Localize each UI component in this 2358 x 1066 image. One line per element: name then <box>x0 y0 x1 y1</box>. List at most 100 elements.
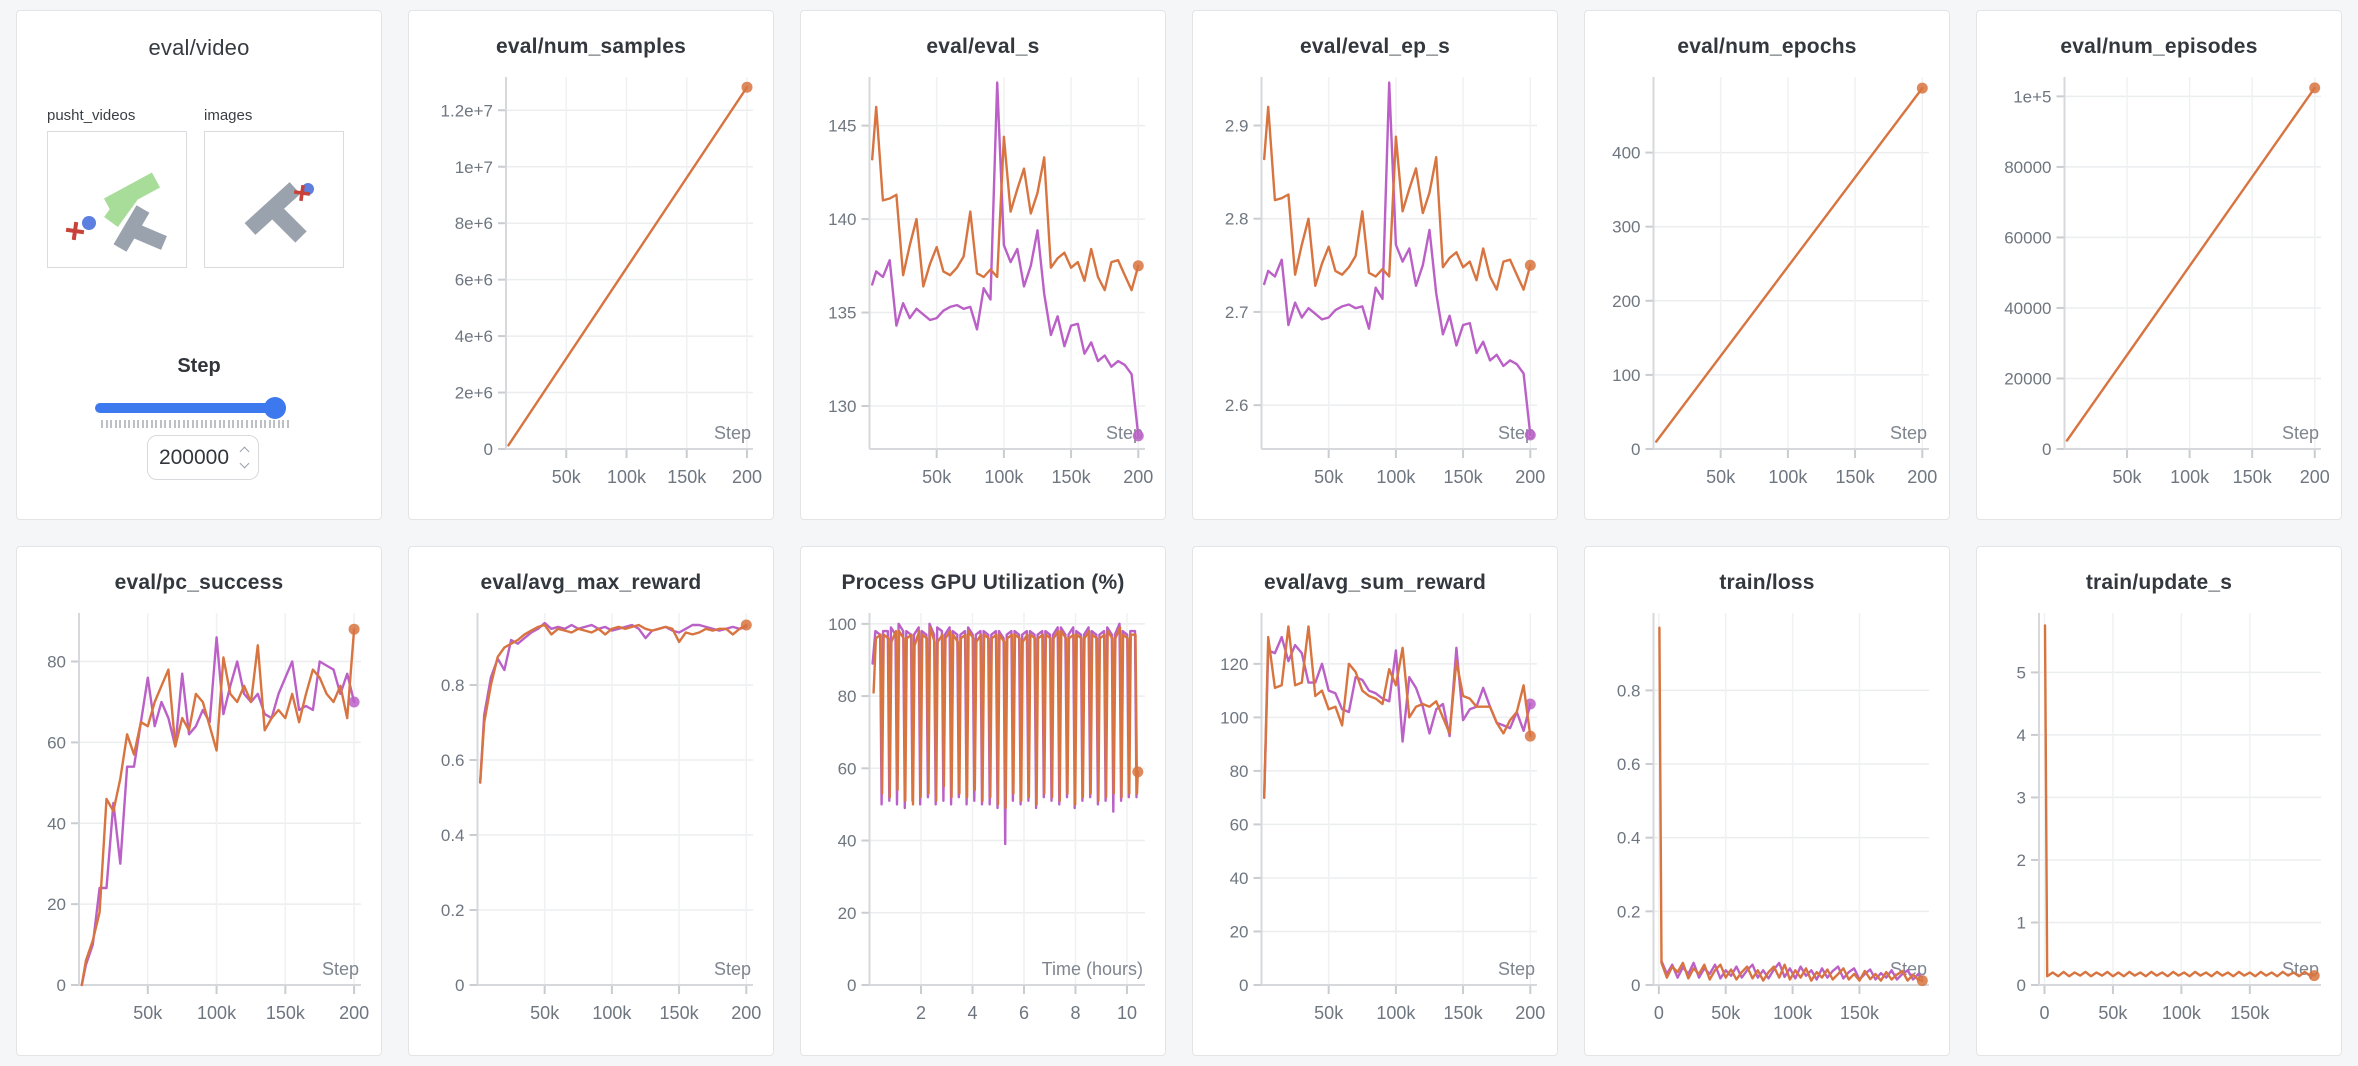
svg-text:40000: 40000 <box>2004 299 2051 318</box>
svg-text:50k: 50k <box>2098 1003 2128 1023</box>
chart-panel[interactable]: eval/avg_sum_reward 0 20 40 60 80 100 120 50k 10… <box>1192 546 1558 1056</box>
svg-text:8: 8 <box>1070 1003 1080 1023</box>
svg-text:Step: Step <box>714 959 751 979</box>
svg-text:100: 100 <box>1220 708 1248 727</box>
svg-text:1.2e+7: 1.2e+7 <box>441 101 493 120</box>
svg-text:Step: Step <box>714 423 751 443</box>
svg-text:0: 0 <box>484 440 493 459</box>
chart-panel[interactable]: eval/avg_max_reward 0 0.2 0.4 0.6 0.8 50k 100k… <box>408 546 774 1056</box>
svg-text:50k: 50k <box>922 467 952 487</box>
video-caption: pusht_videos <box>47 107 136 124</box>
goal-cross-icon <box>293 184 311 202</box>
chart-canvas: 0 20 40 60 80 100 2 4 6 8 10 Time (hours) <box>828 613 1145 1023</box>
svg-text:100k: 100k <box>607 467 647 487</box>
svg-text:200: 200 <box>731 1003 761 1023</box>
svg-text:0: 0 <box>2017 976 2026 995</box>
step-slider-tickmarks <box>101 420 289 428</box>
svg-text:2: 2 <box>916 1003 926 1023</box>
svg-text:0: 0 <box>1654 1003 1664 1023</box>
svg-text:50k: 50k <box>1711 1003 1741 1023</box>
chart-canvas: 0 20 40 60 80 100 120 50k 100k 150k 200 Step <box>1220 613 1545 1023</box>
chart-canvas: 0 2e+6 4e+6 6e+6 8e+6 1e+7 1.2e+7 50k 100k 150k 20… <box>441 77 762 487</box>
svg-text:100k: 100k <box>984 467 1024 487</box>
chart-canvas: 0 20000 40000 60000 80000 1e+5 50k 100k 150k 200 S… <box>2004 77 2330 487</box>
svg-text:0.6: 0.6 <box>1617 755 1641 774</box>
chart-panel[interactable]: eval/num_epochs 0 100 200 300 400 50k 100k 150k… <box>1584 10 1950 520</box>
chart-title: eval/avg_sum_reward <box>1263 571 1487 594</box>
svg-text:6: 6 <box>1019 1003 1029 1023</box>
svg-text:80: 80 <box>838 687 857 706</box>
media-panel-title: eval/video <box>148 35 250 60</box>
stepper-buttons <box>239 444 250 471</box>
svg-text:150k: 150k <box>1840 1003 1880 1023</box>
chart-panel[interactable]: eval/num_episodes 0 20000 40000 60000 80000 1… <box>1976 10 2342 520</box>
svg-text:Step: Step <box>1498 959 1535 979</box>
svg-text:0.6: 0.6 <box>441 751 465 770</box>
agent-dot <box>82 216 96 230</box>
svg-text:120: 120 <box>1220 655 1248 674</box>
svg-text:100k: 100k <box>1376 467 1416 487</box>
chart-panel[interactable]: train/loss 0 0.2 0.4 0.6 0.8 0 50k 100k 150k Step <box>1584 546 1950 1056</box>
svg-text:150k: 150k <box>2230 1003 2270 1023</box>
svg-text:135: 135 <box>828 304 856 323</box>
goal-cross-icon <box>65 221 85 241</box>
chart-panel[interactable]: eval/eval_s 130 135 140 145 50k 100k 150k 200 St… <box>800 10 1166 520</box>
svg-text:2.6: 2.6 <box>1225 396 1249 415</box>
svg-text:150k: 150k <box>1444 1003 1484 1023</box>
increment-chevron-icon[interactable] <box>239 446 250 457</box>
svg-text:50k: 50k <box>552 467 582 487</box>
step-number-input[interactable]: 200000 <box>147 435 259 480</box>
svg-text:40: 40 <box>838 832 857 851</box>
step-slider-label: Step <box>177 355 221 377</box>
chart-title: train/loss <box>1719 571 1815 594</box>
media-panel-eval-video[interactable]: eval/video pusht_videos images <box>16 10 382 520</box>
svg-text:0.2: 0.2 <box>1617 902 1641 921</box>
video-thumbnail-pusht[interactable] <box>47 131 187 268</box>
chart-title: eval/num_samples <box>496 35 686 58</box>
svg-text:80: 80 <box>1230 762 1249 781</box>
chart-canvas: 0 20 40 60 80 50k 100k 150k 200 Step <box>47 613 369 1023</box>
svg-text:0: 0 <box>1239 976 1248 995</box>
svg-text:Time (hours): Time (hours) <box>1042 959 1143 979</box>
decrement-chevron-icon[interactable] <box>239 458 250 469</box>
chart-title: train/update_s <box>2085 571 2233 594</box>
svg-text:100k: 100k <box>1376 1003 1416 1023</box>
svg-text:100: 100 <box>828 615 856 634</box>
chart-panel[interactable]: train/update_s 0 1 2 3 4 5 0 50k 100k 150k Step <box>1976 546 2342 1056</box>
svg-text:40: 40 <box>1230 869 1249 888</box>
svg-text:40: 40 <box>47 814 66 833</box>
svg-text:0: 0 <box>1631 976 1640 995</box>
svg-text:6e+6: 6e+6 <box>455 271 493 290</box>
svg-text:4: 4 <box>967 1003 977 1023</box>
svg-text:2: 2 <box>2017 851 2026 870</box>
svg-text:4e+6: 4e+6 <box>455 327 493 346</box>
svg-text:50k: 50k <box>133 1003 163 1023</box>
svg-text:2.7: 2.7 <box>1225 303 1249 322</box>
svg-text:3: 3 <box>2017 788 2026 807</box>
svg-text:80: 80 <box>47 653 66 672</box>
step-slider-track[interactable] <box>95 403 277 413</box>
svg-text:50k: 50k <box>530 1003 560 1023</box>
svg-text:0.4: 0.4 <box>441 826 465 845</box>
svg-text:2.9: 2.9 <box>1225 116 1249 135</box>
chart-canvas: 0 0.2 0.4 0.6 0.8 50k 100k 150k 200 Step <box>441 613 761 1023</box>
step-slider-thumb[interactable] <box>264 397 286 419</box>
chart-panel[interactable]: eval/eval_ep_s 2.6 2.7 2.8 2.9 50k 100k 150k 20… <box>1192 10 1558 520</box>
svg-text:200: 200 <box>339 1003 369 1023</box>
svg-text:150k: 150k <box>660 1003 700 1023</box>
svg-text:Step: Step <box>1890 423 1927 443</box>
svg-text:200: 200 <box>1612 292 1640 311</box>
chart-panel[interactable]: eval/pc_success 0 20 40 60 80 50k 100k 150k 200 S… <box>16 546 382 1056</box>
svg-text:50k: 50k <box>1314 467 1344 487</box>
video-thumbnail-images[interactable] <box>204 131 344 268</box>
chart-panel[interactable]: eval/num_samples 0 2e+6 4e+6 6e+6 8e+6 1e+7 1.… <box>408 10 774 520</box>
svg-text:20: 20 <box>1230 922 1249 941</box>
chart-panel[interactable]: Process GPU Utilization (%) 0 20 40 60 80 100… <box>800 546 1166 1056</box>
svg-text:0: 0 <box>455 976 464 995</box>
svg-text:4: 4 <box>2017 726 2026 745</box>
svg-text:2.8: 2.8 <box>1225 210 1249 229</box>
